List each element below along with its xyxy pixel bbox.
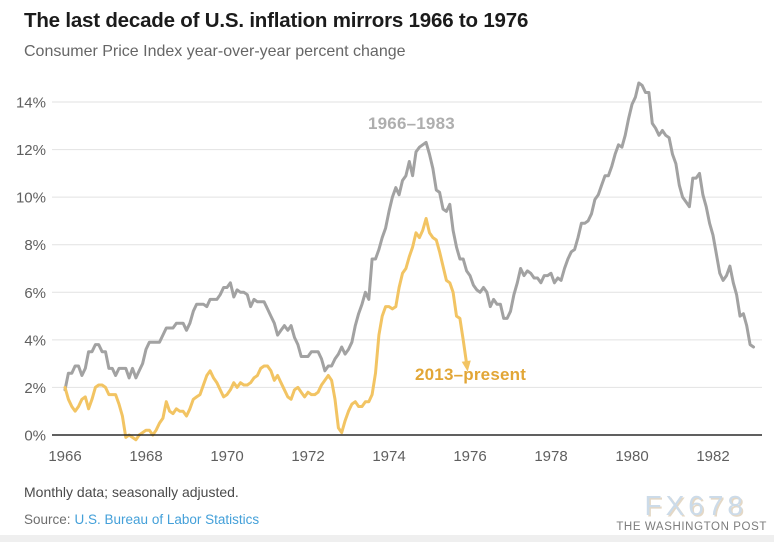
- x-tick-label: 1978: [534, 448, 567, 465]
- y-tick-label: 8%: [24, 237, 46, 254]
- source-line: Source: U.S. Bureau of Labor Statistics: [24, 512, 259, 527]
- series-label-2013-present: 2013–present: [415, 365, 527, 384]
- watermark-brand-logo: FX678: [644, 489, 747, 521]
- x-tick-label: 1972: [291, 448, 324, 465]
- x-tick-label: 1974: [372, 448, 405, 465]
- source-link[interactable]: U.S. Bureau of Labor Statistics: [74, 512, 260, 527]
- x-tick-label: 1966: [48, 448, 81, 465]
- x-tick-label: 1982: [696, 448, 729, 465]
- watermark-publisher: THE WASHINGTON POST: [616, 520, 767, 533]
- source-prefix: Source:: [24, 512, 71, 527]
- x-tick-label: 1976: [453, 448, 486, 465]
- series-label-1966-1983: 1966–1983: [368, 114, 455, 133]
- y-tick-label: 6%: [24, 285, 46, 302]
- series-line-historical: [63, 81, 755, 392]
- x-tick-label: 1970: [210, 448, 243, 465]
- y-tick-label: 14%: [16, 94, 46, 111]
- x-tick-label: 1980: [615, 448, 648, 465]
- bottom-edge-strip: [0, 535, 774, 542]
- footnote: Monthly data; seasonally adjusted.: [24, 484, 239, 500]
- x-tick-label: 1968: [129, 448, 162, 465]
- page-title: The last decade of U.S. inflation mirror…: [24, 9, 529, 32]
- trend-arrowhead: [461, 360, 471, 372]
- y-tick-label: 12%: [16, 142, 46, 159]
- series-line-recent: [63, 217, 469, 442]
- y-tick-label: 10%: [16, 190, 46, 207]
- y-tick-label: 0%: [24, 428, 46, 445]
- y-tick-label: 2%: [24, 380, 46, 397]
- y-tick-label: 4%: [24, 332, 46, 349]
- chart-subtitle: Consumer Price Index year-over-year perc…: [24, 43, 406, 60]
- watermark: FX678 THE WASHINGTON POST: [616, 489, 767, 534]
